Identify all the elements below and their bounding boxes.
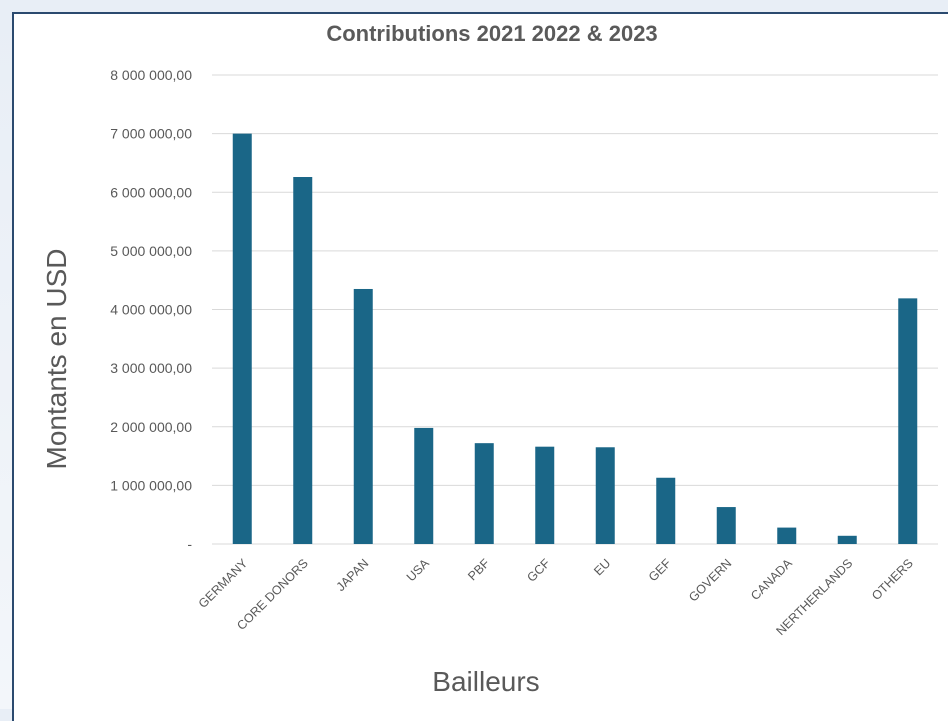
bar-canada [777, 527, 797, 544]
chart-title: Contributions 2021 2022 & 2023 [326, 21, 657, 46]
bar-pbf [474, 443, 494, 544]
y-tick-label: 1 000 000,00 [110, 477, 192, 493]
y-tick-label: 6 000 000,00 [110, 184, 192, 200]
x-tick-label: OTHERS [869, 556, 916, 603]
x-tick-label: GCF [524, 556, 553, 585]
y-tick-label: 2 000 000,00 [110, 419, 192, 435]
x-tick-label: PBF [465, 556, 492, 583]
chart-frame: Contributions 2021 2022 & 2023 Montants … [12, 12, 948, 721]
y-axis-label: Montants en USD [41, 249, 72, 470]
y-tick-label: 3 000 000,00 [110, 360, 192, 376]
bar-govern [716, 507, 736, 544]
gridlines [212, 74, 938, 545]
bar-others [898, 298, 918, 544]
bar-nertherlands [837, 535, 857, 544]
bar-core-donors [293, 177, 313, 544]
bar-germany [232, 133, 252, 544]
bar-eu [595, 447, 615, 544]
y-tick-label: - [187, 536, 192, 552]
x-tick-label: USA [404, 556, 433, 585]
y-tick-labels: - 1 000 000,00 2 000 000,00 3 000 000,00 4 0… [110, 67, 192, 552]
bar-gcf [535, 446, 555, 544]
bar-gef [656, 477, 676, 544]
x-tick-label: GERMANY [196, 556, 251, 611]
x-tick-label: GOVERN [686, 556, 734, 604]
x-tick-label: GEF [646, 556, 674, 584]
bar-chart: Contributions 2021 2022 & 2023 Montants … [41, 21, 938, 697]
x-tick-label: EU [591, 556, 613, 578]
y-tick-label: 7 000 000,00 [110, 126, 192, 142]
bar-usa [414, 427, 434, 544]
y-tick-label: 4 000 000,00 [110, 302, 192, 318]
x-tick-label: CANADA [748, 556, 795, 603]
x-axis-label: Bailleurs [432, 666, 539, 697]
y-tick-label: 8 000 000,00 [110, 67, 192, 83]
x-tick-label: JAPAN [334, 556, 372, 594]
y-tick-label: 5 000 000,00 [110, 243, 192, 259]
bar-japan [353, 288, 373, 544]
bars [232, 133, 918, 544]
